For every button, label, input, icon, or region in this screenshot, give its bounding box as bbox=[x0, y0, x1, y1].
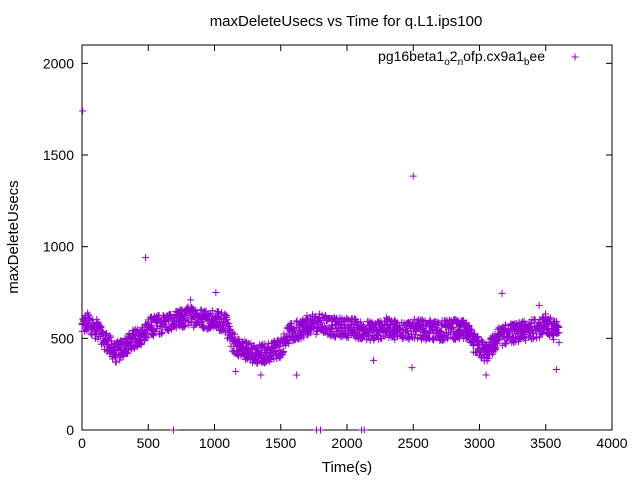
data-point bbox=[107, 337, 115, 345]
x-tick-label: 3500 bbox=[530, 435, 561, 451]
data-point bbox=[112, 358, 120, 366]
y-axis-ticks: 0 500 1000 1500 2000 bbox=[43, 55, 612, 438]
data-point bbox=[276, 343, 284, 351]
data-point bbox=[336, 318, 344, 326]
data-points bbox=[78, 107, 563, 434]
y-tick-label: 1500 bbox=[43, 147, 74, 163]
data-point-outlier bbox=[360, 426, 368, 434]
data-point bbox=[144, 333, 152, 341]
data-point bbox=[363, 336, 371, 344]
data-point bbox=[124, 350, 132, 358]
x-tick-label: 3000 bbox=[464, 435, 495, 451]
data-point bbox=[177, 306, 185, 314]
data-point bbox=[547, 315, 555, 323]
data-point-outlier bbox=[169, 426, 177, 434]
data-point bbox=[165, 317, 173, 325]
data-point-outlier bbox=[408, 364, 416, 372]
data-point bbox=[214, 308, 222, 316]
x-tick-label: 1500 bbox=[265, 435, 296, 451]
x-axis-label: Time(s) bbox=[322, 459, 372, 476]
legend-label: pg16beta1o2nofp.cx9a1bee bbox=[378, 48, 545, 68]
data-point-outlier bbox=[212, 289, 220, 296]
data-point bbox=[555, 329, 563, 337]
data-point bbox=[545, 325, 553, 333]
data-point bbox=[102, 330, 110, 338]
data-point-outlier bbox=[317, 426, 324, 434]
data-point bbox=[97, 323, 105, 331]
y-tick-label: 2000 bbox=[43, 55, 74, 71]
chart-title: maxDeleteUsecs vs Time for q.L1.ips100 bbox=[210, 13, 483, 30]
data-point bbox=[225, 322, 233, 330]
data-point bbox=[528, 335, 536, 343]
data-point bbox=[375, 329, 383, 337]
data-point bbox=[502, 340, 510, 348]
data-point-outlier bbox=[142, 254, 150, 262]
data-point-outlier bbox=[187, 296, 195, 304]
data-point bbox=[484, 355, 492, 363]
data-point-outlier bbox=[101, 345, 109, 353]
x-tick-label: 1000 bbox=[199, 435, 230, 451]
y-tick-label: 500 bbox=[51, 330, 75, 346]
data-point bbox=[106, 332, 114, 340]
data-point-outlier bbox=[482, 371, 490, 379]
data-point bbox=[493, 340, 501, 348]
data-point-outlier bbox=[79, 107, 87, 115]
data-point-outlier bbox=[232, 367, 240, 375]
data-point bbox=[147, 321, 155, 329]
plot-frame bbox=[81, 44, 613, 431]
data-point bbox=[549, 332, 557, 340]
data-point bbox=[285, 340, 293, 348]
data-point bbox=[522, 336, 530, 344]
data-point bbox=[181, 322, 189, 330]
data-point bbox=[231, 330, 239, 338]
data-point bbox=[303, 331, 311, 339]
data-point bbox=[253, 360, 261, 368]
data-point bbox=[218, 309, 226, 317]
data-point-outlier bbox=[293, 371, 301, 379]
data-point bbox=[235, 335, 243, 343]
data-point bbox=[208, 307, 216, 315]
y-tick-label: 1000 bbox=[43, 239, 74, 255]
data-point bbox=[443, 335, 451, 343]
y-axis-label: maxDeleteUsecs bbox=[5, 180, 22, 293]
data-point bbox=[191, 306, 199, 314]
data-point-outlier bbox=[370, 356, 377, 364]
data-point bbox=[142, 334, 150, 342]
data-point-outlier bbox=[535, 301, 543, 309]
data-point-outlier bbox=[409, 172, 417, 180]
x-axis-ticks: 0 500 1000 1500 2000 2500 3000 3500 4000 bbox=[78, 45, 628, 451]
data-point bbox=[280, 348, 288, 356]
data-point bbox=[134, 326, 142, 334]
x-tick-label: 500 bbox=[137, 435, 161, 451]
data-point bbox=[555, 339, 563, 347]
data-point-outlier bbox=[498, 289, 506, 297]
x-tick-label: 4000 bbox=[596, 435, 627, 451]
y-tick-label: 0 bbox=[66, 422, 74, 438]
data-point bbox=[344, 334, 352, 342]
data-point bbox=[313, 327, 321, 335]
x-tick-label: 2000 bbox=[331, 435, 362, 451]
data-point bbox=[129, 343, 137, 351]
x-tick-label: 0 bbox=[78, 435, 86, 451]
legend-marker-symbol bbox=[571, 53, 579, 61]
data-point bbox=[158, 329, 165, 337]
data-point bbox=[541, 310, 549, 318]
data-point-outlier bbox=[552, 366, 560, 373]
data-point bbox=[433, 318, 441, 326]
data-point bbox=[123, 349, 131, 357]
data-point bbox=[150, 332, 158, 340]
legend-marker bbox=[571, 53, 579, 61]
x-tick-label: 2500 bbox=[398, 435, 429, 451]
data-point bbox=[117, 345, 125, 353]
legend: pg16beta1o2nofp.cx9a1bee bbox=[378, 48, 579, 68]
data-point-outlier bbox=[257, 371, 265, 379]
